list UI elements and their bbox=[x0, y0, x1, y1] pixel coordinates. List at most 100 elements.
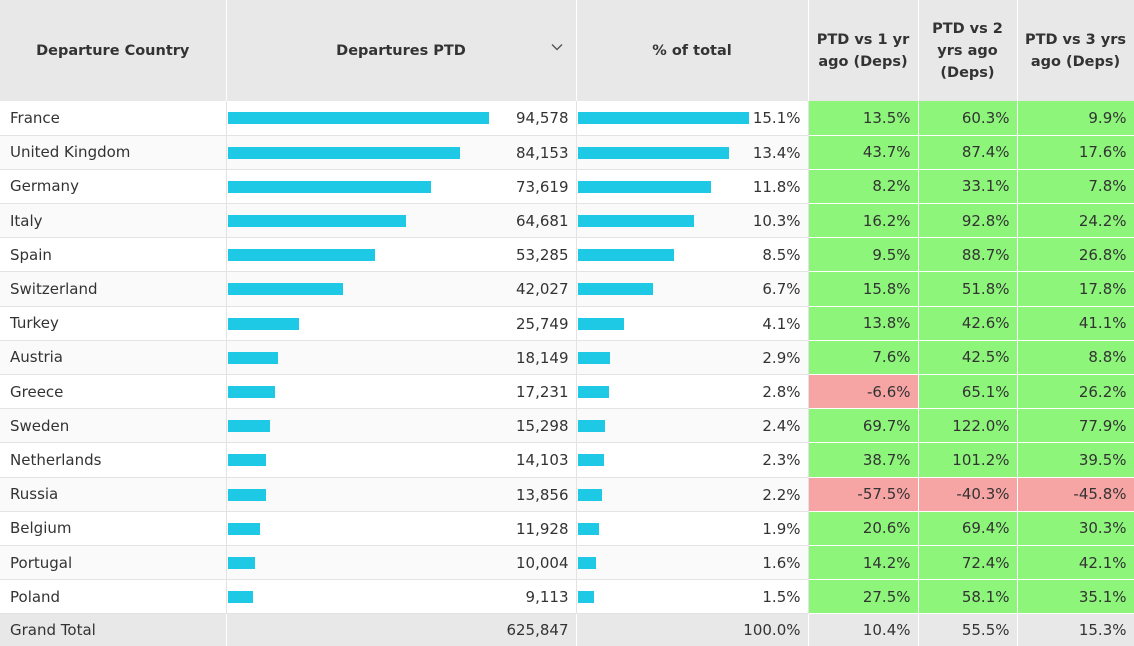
departures-value: 11,928 bbox=[516, 519, 569, 538]
departures-bar bbox=[227, 180, 431, 193]
departures-bar bbox=[227, 454, 267, 467]
departures-bar bbox=[227, 351, 278, 364]
pct-total-cell: 8.5% bbox=[576, 237, 809, 273]
country-cell: Sweden bbox=[0, 408, 227, 444]
vs-1yr-cell: 14.2% bbox=[808, 545, 919, 581]
vs-3yr-cell: 8.8% bbox=[1017, 340, 1134, 376]
vs-3yr-cell: 9.9% bbox=[1017, 101, 1134, 136]
departures-bar bbox=[227, 488, 266, 501]
table-row[interactable]: Spain 53,285 8.5% 9.5% 88.7% 26.8% bbox=[0, 237, 1134, 273]
table-row[interactable]: Netherlands 14,103 2.3% 38.7% 101.2% 39.5% bbox=[0, 442, 1134, 478]
departures-cell: 73,619 bbox=[226, 169, 577, 205]
country-cell: Spain bbox=[0, 237, 227, 273]
pct-total-cell: 2.4% bbox=[576, 408, 809, 444]
departures-cell: 64,681 bbox=[226, 203, 577, 239]
pct-total-bar bbox=[577, 351, 611, 364]
departures-value: 14,103 bbox=[516, 451, 569, 470]
departures-bar bbox=[227, 249, 375, 262]
vs-2yr-cell: 58.1% bbox=[918, 579, 1018, 615]
table-row[interactable]: Portugal 10,004 1.6% 14.2% 72.4% 42.1% bbox=[0, 545, 1134, 581]
vs-2yr-cell: 69.4% bbox=[918, 511, 1018, 546]
pct-total-value: 13.4% bbox=[752, 143, 801, 162]
table-row[interactable]: Russia 13,856 2.2% -57.5% -40.3% -45.8% bbox=[0, 477, 1134, 512]
vs-2yr-cell: 72.4% bbox=[918, 545, 1018, 581]
pct-total-bar bbox=[577, 283, 654, 296]
country-cell: Germany bbox=[0, 169, 227, 205]
pct-total-cell: 1.6% bbox=[576, 545, 809, 581]
table-row[interactable]: Austria 18,149 2.9% 7.6% 42.5% 8.8% bbox=[0, 340, 1134, 376]
column-header-departures[interactable]: Departures PTD bbox=[226, 0, 577, 101]
departures-cell: 84,153 bbox=[226, 135, 577, 170]
column-header-vs-3yr[interactable]: PTD vs 3 yrs ago (Deps) bbox=[1017, 0, 1134, 101]
country-cell: Portugal bbox=[0, 545, 227, 581]
departures-value: 18,149 bbox=[516, 348, 569, 367]
vs-2yr-cell: 88.7% bbox=[918, 237, 1018, 273]
grand-total-vs-2yr: 55.5% bbox=[918, 613, 1018, 646]
departures-value: 73,619 bbox=[516, 177, 569, 196]
pct-total-cell: 1.9% bbox=[576, 511, 809, 546]
departures-bar bbox=[227, 317, 299, 330]
chevron-down-icon[interactable] bbox=[550, 40, 564, 54]
vs-1yr-cell: 20.6% bbox=[808, 511, 919, 546]
pct-total-value: 2.8% bbox=[762, 383, 801, 401]
departures-value: 25,749 bbox=[516, 314, 569, 333]
column-header-pct-total[interactable]: % of total bbox=[576, 0, 809, 101]
pct-total-cell: 2.9% bbox=[576, 340, 809, 376]
table-row[interactable]: Greece 17,231 2.8% -6.6% 65.1% 26.2% bbox=[0, 374, 1134, 410]
departures-cell: 13,856 bbox=[226, 477, 577, 512]
departures-value: 13,856 bbox=[516, 485, 569, 504]
pct-total-bar bbox=[577, 522, 600, 535]
table-row[interactable]: Turkey 25,749 4.1% 13.8% 42.6% 41.1% bbox=[0, 306, 1134, 341]
table-row[interactable]: Germany 73,619 11.8% 8.2% 33.1% 7.8% bbox=[0, 169, 1134, 205]
pct-total-cell: 4.1% bbox=[576, 306, 809, 341]
pct-total-value: 15.1% bbox=[752, 109, 801, 127]
departures-bar bbox=[227, 215, 406, 228]
pct-total-bar bbox=[577, 180, 712, 193]
pct-total-bar bbox=[577, 386, 610, 398]
vs-1yr-cell: 13.5% bbox=[808, 101, 919, 136]
departures-value: 94,578 bbox=[516, 109, 569, 127]
vs-2yr-cell: 42.6% bbox=[918, 306, 1018, 341]
pct-total-value: 2.4% bbox=[762, 417, 801, 436]
vs-1yr-cell: 8.2% bbox=[808, 169, 919, 205]
pct-total-value: 10.3% bbox=[752, 212, 801, 231]
column-header-vs-1yr[interactable]: PTD vs 1 yr ago (Deps) bbox=[808, 0, 919, 101]
vs-2yr-cell: 87.4% bbox=[918, 135, 1018, 170]
vs-1yr-cell: 27.5% bbox=[808, 579, 919, 615]
pct-total-cell: 6.7% bbox=[576, 271, 809, 307]
departures-cell: 53,285 bbox=[226, 237, 577, 273]
table-row[interactable]: Belgium 11,928 1.9% 20.6% 69.4% 30.3% bbox=[0, 511, 1134, 546]
vs-1yr-cell: 7.6% bbox=[808, 340, 919, 376]
table-row[interactable]: France 94,578 15.1% 13.5% 60.3% 9.9% bbox=[0, 101, 1134, 136]
vs-3yr-cell: 41.1% bbox=[1017, 306, 1134, 341]
pct-total-value: 1.5% bbox=[762, 588, 801, 607]
pct-total-value: 1.9% bbox=[762, 519, 801, 538]
departures-bar bbox=[227, 522, 261, 535]
table-row[interactable]: Poland 9,113 1.5% 27.5% 58.1% 35.1% bbox=[0, 579, 1134, 615]
departures-bar bbox=[227, 112, 489, 124]
departures-value: 9,113 bbox=[525, 588, 569, 607]
vs-3yr-cell: 17.8% bbox=[1017, 271, 1134, 307]
vs-3yr-cell: 17.6% bbox=[1017, 135, 1134, 170]
country-cell: Turkey bbox=[0, 306, 227, 341]
table-row[interactable]: United Kingdom 84,153 13.4% 43.7% 87.4% 17.6% bbox=[0, 135, 1134, 170]
vs-3yr-cell: -45.8% bbox=[1017, 477, 1134, 512]
vs-3yr-cell: 30.3% bbox=[1017, 511, 1134, 546]
departures-value: 17,231 bbox=[516, 383, 569, 401]
column-header-vs-2yr[interactable]: PTD vs 2 yrs ago (Deps) bbox=[918, 0, 1018, 101]
pct-total-value: 8.5% bbox=[762, 246, 801, 265]
vs-2yr-cell: 122.0% bbox=[918, 408, 1018, 444]
column-header-country[interactable]: Departure Country bbox=[0, 0, 227, 101]
departures-cell: 10,004 bbox=[226, 545, 577, 581]
pct-total-bar bbox=[577, 317, 624, 330]
table-row[interactable]: Sweden 15,298 2.4% 69.7% 122.0% 77.9% bbox=[0, 408, 1134, 444]
vs-3yr-cell: 35.1% bbox=[1017, 579, 1134, 615]
departures-value: 53,285 bbox=[516, 246, 569, 265]
pct-total-bar bbox=[577, 112, 749, 124]
table-row[interactable]: Italy 64,681 10.3% 16.2% 92.8% 24.2% bbox=[0, 203, 1134, 239]
grand-total-vs-1yr: 10.4% bbox=[808, 613, 919, 646]
table-row[interactable]: Switzerland 42,027 6.7% 15.8% 51.8% 17.8% bbox=[0, 271, 1134, 307]
vs-1yr-cell: 16.2% bbox=[808, 203, 919, 239]
vs-1yr-cell: 15.8% bbox=[808, 271, 919, 307]
pct-total-cell: 13.4% bbox=[576, 135, 809, 170]
